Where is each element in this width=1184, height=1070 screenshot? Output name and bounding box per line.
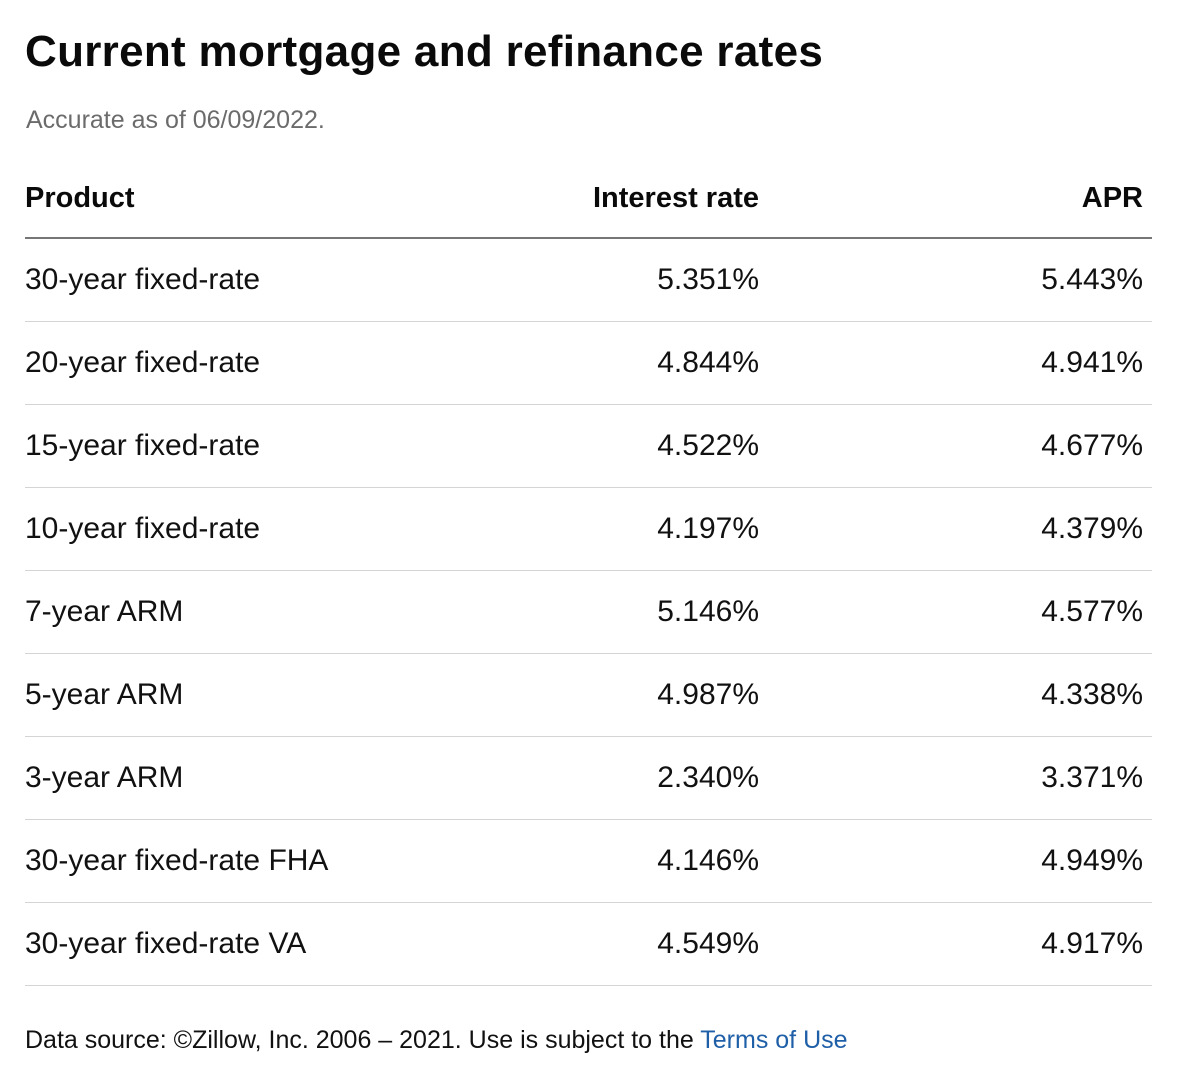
page-title: Current mortgage and refinance rates bbox=[25, 27, 824, 76]
cell-apr: 4.917% bbox=[759, 902, 1152, 986]
data-source-note: Data source: ©Zillow, Inc. 2006 – 2021. … bbox=[25, 1024, 848, 1056]
cell-product: 7-year ARM bbox=[25, 570, 465, 654]
table-row: 15-year fixed-rate 4.522% 4.677% bbox=[25, 404, 1152, 488]
cell-apr: 3.371% bbox=[759, 736, 1152, 820]
cell-product: 15-year fixed-rate bbox=[25, 404, 465, 488]
cell-interest-rate: 4.146% bbox=[465, 819, 759, 903]
cell-apr: 4.577% bbox=[759, 570, 1152, 654]
cell-product: 30-year fixed-rate VA bbox=[25, 902, 465, 986]
cell-interest-rate: 4.549% bbox=[465, 902, 759, 986]
table-row: 30-year fixed-rate FHA 4.146% 4.949% bbox=[25, 819, 1152, 903]
cell-product: 30-year fixed-rate FHA bbox=[25, 819, 465, 903]
header-apr: APR bbox=[759, 160, 1152, 239]
cell-apr: 4.379% bbox=[759, 487, 1152, 571]
header-interest-rate: Interest rate bbox=[465, 160, 759, 239]
table-row: 7-year ARM 5.146% 4.577% bbox=[25, 570, 1152, 654]
cell-apr: 5.443% bbox=[759, 238, 1152, 322]
data-source-text: Data source: ©Zillow, Inc. 2006 – 2021. … bbox=[25, 1026, 701, 1054]
cell-interest-rate: 5.146% bbox=[465, 570, 759, 654]
cell-product: 3-year ARM bbox=[25, 736, 465, 820]
cell-product: 20-year fixed-rate bbox=[25, 321, 465, 405]
cell-apr: 4.949% bbox=[759, 819, 1152, 903]
cell-product: 5-year ARM bbox=[25, 653, 465, 737]
table-row: 3-year ARM 2.340% 3.371% bbox=[25, 736, 1152, 820]
cell-interest-rate: 4.522% bbox=[465, 404, 759, 488]
cell-interest-rate: 4.987% bbox=[465, 653, 759, 737]
cell-apr: 4.338% bbox=[759, 653, 1152, 737]
cell-interest-rate: 2.340% bbox=[465, 736, 759, 820]
cell-product: 30-year fixed-rate bbox=[25, 238, 465, 322]
table-row: 30-year fixed-rate 5.351% 5.443% bbox=[25, 238, 1152, 322]
table-row: 20-year fixed-rate 4.844% 4.941% bbox=[25, 321, 1152, 405]
table-row: 30-year fixed-rate VA 4.549% 4.917% bbox=[25, 902, 1152, 986]
rates-table: Product Interest rate APR 30-year fixed-… bbox=[25, 160, 1152, 986]
cell-interest-rate: 5.351% bbox=[465, 238, 759, 322]
cell-apr: 4.941% bbox=[759, 321, 1152, 405]
terms-of-use-link[interactable]: Terms of Use bbox=[700, 1026, 848, 1054]
table-row: 10-year fixed-rate 4.197% 4.379% bbox=[25, 487, 1152, 571]
cell-apr: 4.677% bbox=[759, 404, 1152, 488]
header-product: Product bbox=[25, 160, 465, 239]
cell-interest-rate: 4.844% bbox=[465, 321, 759, 405]
accuracy-date: Accurate as of 06/09/2022. bbox=[26, 106, 325, 134]
table-row: 5-year ARM 4.987% 4.338% bbox=[25, 653, 1152, 737]
cell-interest-rate: 4.197% bbox=[465, 487, 759, 571]
table-header-row: Product Interest rate APR bbox=[25, 160, 1152, 239]
cell-product: 10-year fixed-rate bbox=[25, 487, 465, 571]
